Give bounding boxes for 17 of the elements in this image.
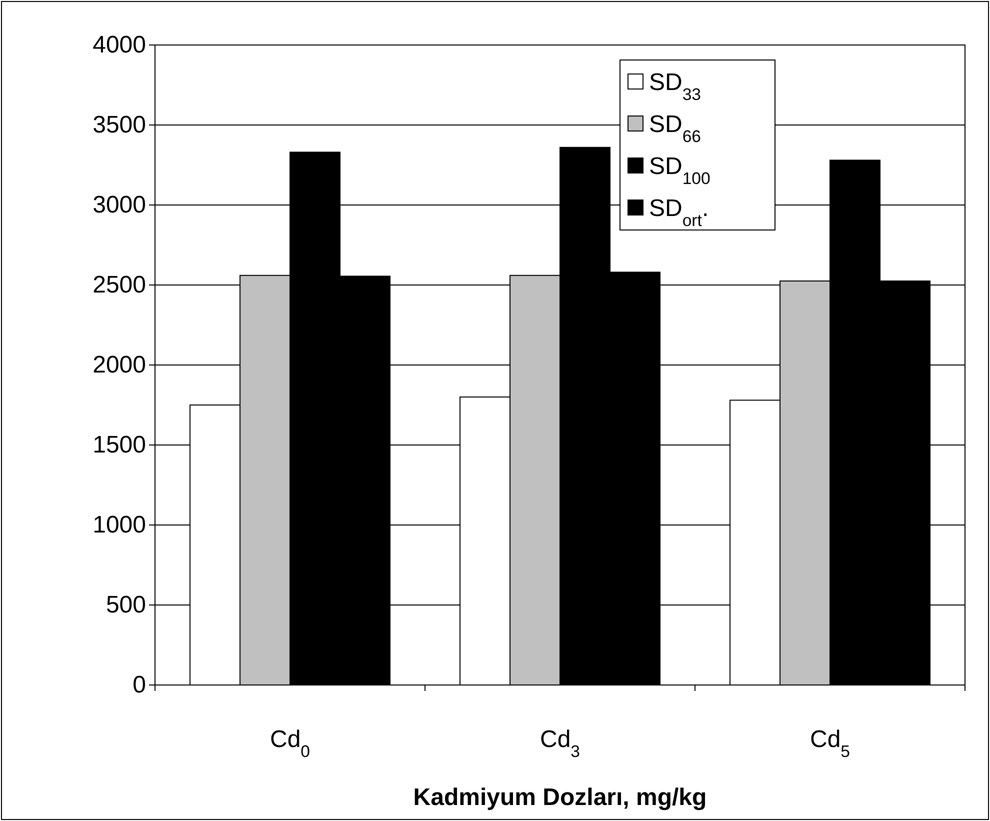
legend-label: SD$_{100}$ xyxy=(649,153,710,188)
x-tick-label: Cd$_{3}$ xyxy=(540,726,580,760)
y-tick-label: 4000 xyxy=(92,32,146,59)
y-tick-label: 3000 xyxy=(92,192,146,219)
y-tick-label: 500 xyxy=(106,592,146,619)
x-tick-label: Cd$_{0}$ xyxy=(270,726,310,760)
y-tick-label: 2000 xyxy=(92,352,146,379)
y-tick-label: 3500 xyxy=(92,112,146,139)
legend-label: SD$_{33}$ xyxy=(649,69,702,104)
legend-label: SD$_{ort}$. xyxy=(649,195,709,230)
y-tick-label: 1500 xyxy=(92,432,146,459)
x-axis-title: Kadmiyum Dozları, mg/kg xyxy=(413,784,707,811)
x-tick-label: Cd$_{5}$ xyxy=(810,726,850,760)
y-tick-label: 0 xyxy=(132,672,146,699)
y-tick-label: 1000 xyxy=(92,512,146,539)
y-tick-label: 2500 xyxy=(92,272,146,299)
legend-label: SD$_{66}$ xyxy=(649,111,702,146)
